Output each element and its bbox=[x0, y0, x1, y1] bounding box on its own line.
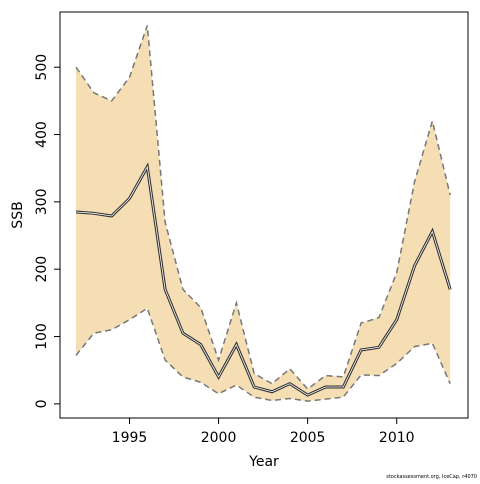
y-tick-label: 400 bbox=[34, 121, 50, 148]
x-tick-label: 2000 bbox=[201, 430, 237, 446]
confidence-band bbox=[76, 25, 451, 402]
y-tick-label: 500 bbox=[34, 54, 50, 81]
x-tick-label: 1995 bbox=[112, 430, 148, 446]
estimate-line-inner bbox=[76, 165, 451, 396]
y-tick-label: 100 bbox=[34, 323, 50, 350]
x-tick-label: 2010 bbox=[379, 430, 415, 446]
x-axis-label: Year bbox=[248, 454, 279, 470]
y-tick-label: 300 bbox=[34, 189, 50, 216]
lower-bound-line bbox=[75, 307, 451, 402]
y-tick-label: 200 bbox=[34, 256, 50, 283]
x-tick-label: 2005 bbox=[290, 430, 326, 446]
caption: stockassessment.org, IceCap, r4070 bbox=[386, 474, 477, 480]
plot-frame bbox=[59, 11, 469, 419]
y-axis-label: SSB bbox=[10, 201, 26, 228]
y-tick-label: 0 bbox=[34, 399, 50, 408]
